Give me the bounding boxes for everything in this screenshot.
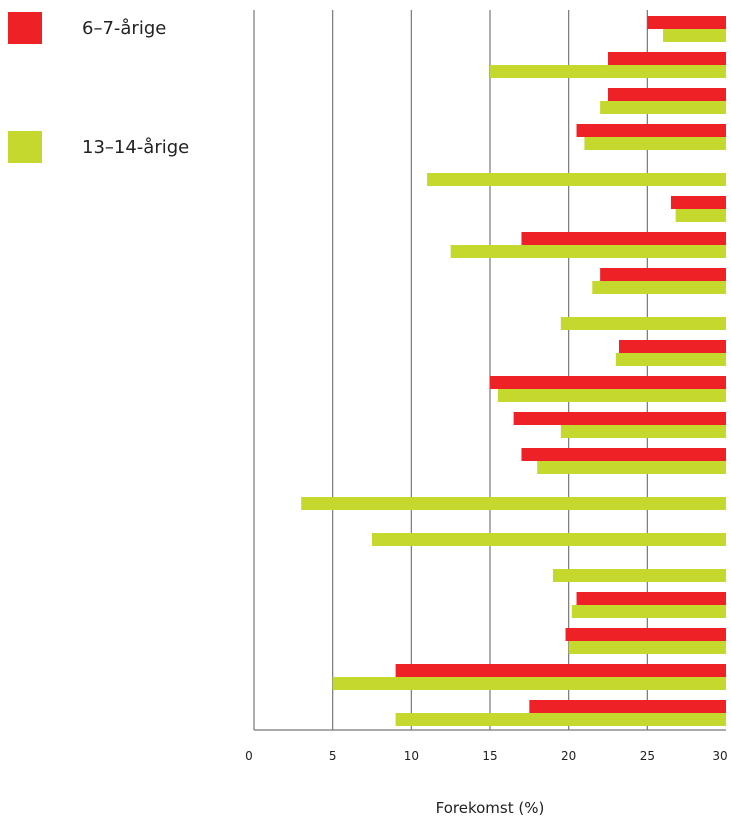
x-tick-labels: 0 5 10 15 20 25 30 — [245, 749, 727, 763]
bar-6-7-arige — [608, 52, 726, 65]
bar-6-7-arige — [576, 592, 726, 605]
x-tick-label: 0 — [245, 749, 253, 763]
bar-13-14-arige — [537, 461, 726, 474]
legend-item-series-b: 13–14-årige — [8, 131, 189, 163]
bar-13-14-arige — [600, 101, 726, 114]
grid-lines — [253, 10, 726, 731]
x-tick-label: 5 — [329, 749, 337, 763]
x-tick-label: 30 — [712, 749, 727, 763]
bar-13-14-arige — [584, 137, 726, 150]
x-tick-label: 20 — [561, 749, 576, 763]
bar-13-14-arige — [552, 569, 726, 582]
bar-13-14-arige — [568, 641, 726, 654]
bar-13-14-arige — [560, 425, 726, 438]
bar-6-7-arige — [521, 232, 726, 245]
legend-label: 6–7-årige — [82, 17, 167, 39]
bar-6-7-arige — [576, 124, 726, 137]
x-tick-label: 10 — [404, 749, 419, 763]
legend-swatch-green — [8, 131, 42, 163]
bar-6-7-arige — [619, 340, 726, 353]
bar-13-14-arige — [395, 713, 726, 726]
bar-6-7-arige — [513, 412, 726, 425]
bar-6-7-arige — [521, 448, 726, 461]
bar-13-14-arige — [675, 209, 726, 222]
bar-6-7-arige — [395, 664, 726, 677]
bar-6-7-arige — [647, 16, 726, 29]
bars — [301, 16, 726, 726]
bar-13-14-arige — [450, 245, 726, 258]
bar-13-14-arige — [615, 353, 726, 366]
bar-13-14-arige — [372, 533, 726, 546]
bar-13-14-arige — [571, 605, 726, 618]
bar-6-7-arige — [608, 88, 726, 101]
bar-13-14-arige — [301, 497, 726, 510]
bar-13-14-arige — [490, 65, 726, 78]
bar-13-14-arige — [592, 281, 726, 294]
bar-6-7-arige — [600, 268, 726, 281]
bar-6-7-arige — [490, 376, 726, 389]
bar-6-7-arige — [529, 700, 726, 713]
bar-13-14-arige — [497, 389, 726, 402]
bar-13-14-arige — [332, 677, 726, 690]
x-axis-title: Forekomst (%) — [436, 799, 545, 817]
bar-13-14-arige — [427, 173, 726, 186]
legend-swatch-red — [8, 12, 42, 44]
legend: 6–7-årige 13–14-årige — [0, 0, 230, 200]
legend-item-series-a: 6–7-årige — [8, 12, 166, 44]
legend-label: 13–14-årige — [82, 136, 190, 158]
bar-6-7-arige — [670, 196, 726, 209]
bar-6-7-arige — [565, 628, 726, 641]
bar-13-14-arige — [663, 29, 726, 42]
x-tick-label: 25 — [640, 749, 655, 763]
bar-13-14-arige — [560, 317, 726, 330]
x-tick-label: 15 — [482, 749, 497, 763]
